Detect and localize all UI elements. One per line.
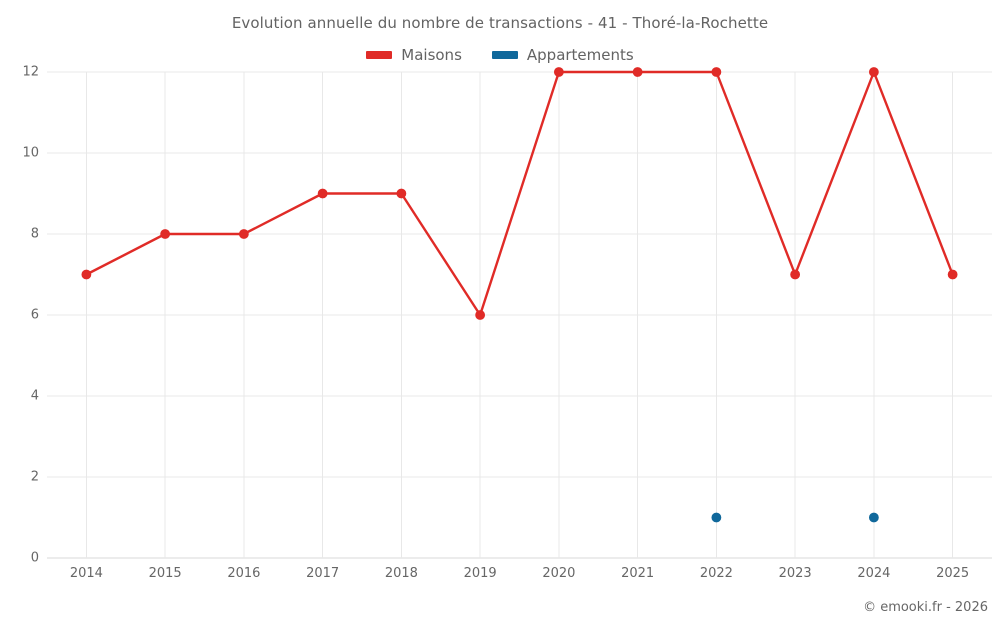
y-tick-label: 4 (30, 388, 39, 404)
data-point-appartements-2022[interactable] (711, 512, 722, 523)
y-tick-label: 12 (22, 64, 39, 80)
series-line-maisons (85, 70, 954, 317)
legend-swatch-maisons (366, 51, 393, 59)
plot-area (47, 67, 992, 559)
y-tick-label: 2 (30, 469, 39, 485)
legend-label-appartements: Appartements (526, 46, 634, 64)
data-point-maisons-2021[interactable] (632, 67, 643, 77)
legend-label-maisons: Maisons (401, 46, 462, 64)
data-point-maisons-2015[interactable] (160, 229, 171, 239)
x-axis: 2014 2015 2016 2017 2018 2019 2020 2021 2022 2023… (47, 566, 992, 588)
chart-title: Evolution annuelle du nombre de transact… (231, 14, 769, 32)
x-tick-label: 2024 (857, 566, 891, 581)
data-point-maisons-2016[interactable] (238, 229, 249, 239)
y-tick-label: 6 (30, 307, 39, 323)
data-point-maisons-2019[interactable] (475, 310, 486, 320)
x-tick-label: 2023 (778, 566, 812, 581)
x-tick-label: 2020 (542, 566, 576, 581)
data-point-maisons-2023[interactable] (790, 269, 801, 280)
x-tick-label: 2019 (463, 566, 497, 581)
data-point-maisons-2022[interactable] (711, 67, 722, 77)
x-tick-label: 2018 (384, 566, 418, 581)
legend-item-appartements[interactable]: Appartements (491, 46, 634, 64)
y-tick-label: 8 (30, 226, 39, 242)
data-point-maisons-2020[interactable] (553, 67, 564, 77)
chart-plot-svg (47, 67, 992, 559)
data-point-maisons-2025[interactable] (947, 269, 958, 280)
data-point-maisons-2014[interactable] (81, 269, 92, 280)
legend-swatch-appartements (491, 51, 518, 59)
data-point-maisons-2018[interactable] (396, 188, 407, 199)
x-tick-label: 2014 (69, 566, 103, 581)
data-point-maisons-2024[interactable] (868, 67, 879, 77)
chart-legend: Maisons Appartements (0, 44, 1000, 66)
copyright-credit: © emooki.fr - 2026 (863, 600, 988, 615)
x-tick-label: 2016 (227, 566, 261, 581)
x-tick-label: 2025 (936, 566, 970, 581)
x-tick-label: 2022 (699, 566, 733, 581)
data-point-maisons-2017[interactable] (317, 188, 328, 199)
data-point-appartements-2024[interactable] (868, 512, 879, 523)
x-tick-label: 2015 (148, 566, 182, 581)
y-tick-label: 10 (22, 145, 39, 161)
legend-item-maisons[interactable]: Maisons (366, 46, 462, 64)
y-axis: 0 2 4 6 8 10 12 (0, 65, 39, 566)
x-tick-label: 2017 (306, 566, 340, 581)
y-tick-label: 0 (30, 550, 39, 566)
x-tick-label: 2021 (621, 566, 655, 581)
